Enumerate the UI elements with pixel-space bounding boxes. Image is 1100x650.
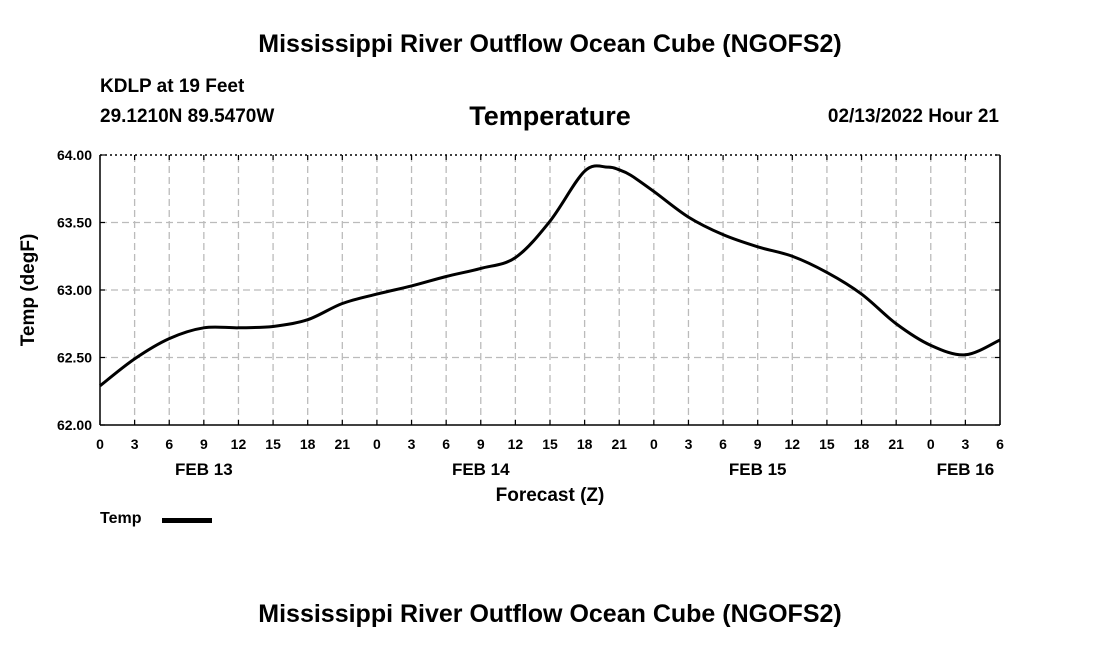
series-line-temp	[99, 164, 1001, 388]
x-tick-label: 6	[996, 436, 1004, 452]
x-tick-label: 12	[785, 436, 801, 452]
x-tick-label: 9	[200, 436, 208, 452]
x-tick-label: 15	[819, 436, 835, 452]
x-tick-label: 3	[961, 436, 969, 452]
date-label: FEB 14	[452, 460, 510, 479]
x-tick-label: 6	[442, 436, 450, 452]
x-tick-label: 18	[854, 436, 870, 452]
legend-label: Temp	[100, 510, 142, 527]
datetime-label: 02/13/2022 Hour 21	[827, 106, 999, 127]
x-tick-label: 21	[335, 436, 351, 452]
x-tick-label: 18	[577, 436, 593, 452]
x-tick-label: 9	[754, 436, 762, 452]
x-tick-label: 18	[300, 436, 316, 452]
x-tick-label: 12	[231, 436, 247, 452]
x-tick-label: 3	[408, 436, 416, 452]
x-tick-label: 0	[927, 436, 935, 452]
x-tick-label: 0	[650, 436, 658, 452]
y-tick-label: 62.00	[57, 417, 92, 433]
x-tick-label: 12	[508, 436, 524, 452]
x-tick-label: 0	[96, 436, 104, 452]
x-tick-label: 0	[373, 436, 381, 452]
y-tick-label: 63.00	[57, 282, 92, 298]
temperature-chart: 0 3 6 9 12 15 18 21 0 3 6 9 12 15 18 21 0 3 6 9 12 15 18 21 0 3 6 6…	[18, 147, 1004, 506]
x-axis-title: Forecast (Z)	[496, 485, 605, 506]
coordinates-label: 29.1210N 89.5470W	[100, 106, 275, 127]
x-tick-label: 21	[888, 436, 904, 452]
y-tick-label: 62.50	[57, 350, 92, 366]
x-tick-label: 6	[719, 436, 727, 452]
date-label: FEB 16	[937, 460, 995, 479]
station-label: KDLP at 19 Feet	[100, 76, 245, 97]
x-tick-label: 15	[542, 436, 558, 452]
legend-swatch	[162, 518, 212, 523]
x-tick-label: 21	[611, 436, 627, 452]
footer-title: Mississippi River Outflow Ocean Cube (NG…	[258, 600, 842, 628]
y-axis-title: Temp (degF)	[18, 234, 39, 347]
chart-title: Temperature	[469, 101, 631, 131]
date-label: FEB 13	[175, 460, 233, 479]
x-tick-label: 6	[165, 436, 173, 452]
x-tick-label: 3	[685, 436, 693, 452]
x-tick-label: 9	[477, 436, 485, 452]
y-tick-label: 63.50	[57, 215, 92, 231]
y-tick-label: 64.00	[57, 147, 92, 163]
x-tick-label: 15	[265, 436, 281, 452]
x-tick-label: 3	[131, 436, 139, 452]
page-title: Mississippi River Outflow Ocean Cube (NG…	[258, 30, 842, 58]
date-label: FEB 15	[729, 460, 787, 479]
